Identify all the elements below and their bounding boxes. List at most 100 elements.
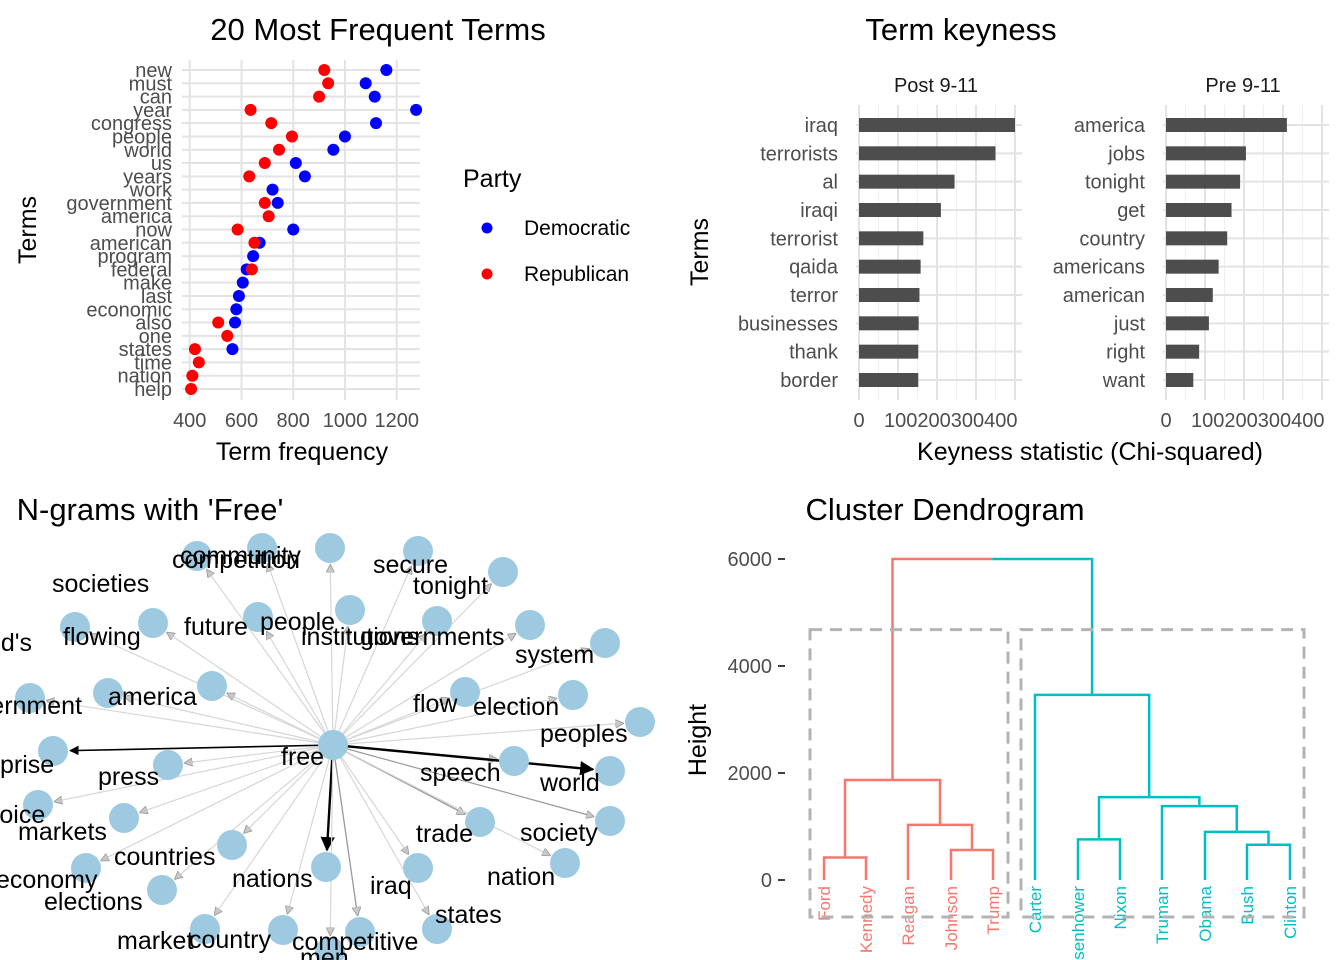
keyness-term-iraqi: iraqi <box>800 200 838 222</box>
edge-free-market <box>215 744 334 915</box>
y-tick-4000: 4000 <box>728 656 773 678</box>
keyness-chart: Term keyness Post 9-11 iraq terrorists al ir… <box>686 12 1329 466</box>
term-label-must: must <box>129 73 173 95</box>
node-flow <box>450 677 480 707</box>
frequent-terms-chart: 20 Most Frequent Terms newmustcanyearcon… <box>14 12 630 466</box>
edge-free-societies <box>207 570 334 746</box>
bar-pre-9-11-america <box>1166 118 1287 132</box>
point-republican-now <box>231 223 244 236</box>
dendrogram-title: Cluster Dendrogram <box>805 492 1084 527</box>
cluster-rect-2 <box>1019 628 1306 919</box>
leaf-label-kennedy: Kennedy <box>857 886 876 954</box>
node-label-flow: flow <box>413 690 458 718</box>
bar-pre-9-11-american <box>1166 288 1213 302</box>
point-democratic-program <box>247 250 260 263</box>
bar-pre-9-11-country <box>1166 231 1228 246</box>
bar-pre-9-11-jobs <box>1166 146 1246 161</box>
point-republican-congress <box>265 117 278 130</box>
keyness-term-get: get <box>1117 200 1145 222</box>
bar-post-9-11-iraqi <box>859 203 941 217</box>
edge-free-press <box>185 744 334 763</box>
node-label-men: men <box>300 944 349 960</box>
edge-free-community <box>330 565 333 746</box>
edge-free-elections <box>175 744 334 879</box>
point-democratic-make <box>236 276 249 289</box>
point-republican-people <box>285 130 298 143</box>
term-label-america: america <box>101 206 173 228</box>
node-peoples <box>625 707 655 737</box>
legend-key-republican <box>481 268 493 280</box>
x-tick-600: 600 <box>225 410 258 432</box>
point-republican-us <box>258 157 271 170</box>
point-republican-time <box>192 356 205 369</box>
term-label-economic: economic <box>86 299 172 321</box>
dendro-link-10-right <box>992 557 1094 695</box>
node-system <box>590 628 620 658</box>
point-republican-help <box>185 383 198 395</box>
node-future <box>243 602 273 632</box>
node-label-secure: secure <box>373 551 448 579</box>
term-label-nation: nation <box>118 366 173 388</box>
keyness-term-businesses: businesses <box>738 313 838 335</box>
keyness-term-border: border <box>780 370 838 392</box>
node-label-states: states <box>435 901 502 929</box>
edge-free-countries <box>244 744 334 833</box>
term-label-also: also <box>135 313 172 335</box>
node-government <box>15 683 45 713</box>
point-democratic-must <box>359 77 372 90</box>
node-flowing <box>138 608 168 638</box>
edge-free-iraq <box>332 744 408 854</box>
edge-free-institutions <box>332 634 426 746</box>
point-democratic-also <box>229 316 242 329</box>
dendrogram-y-axis-label: Height <box>684 704 712 776</box>
node-nation <box>550 848 580 878</box>
edge-free-economy <box>101 744 334 860</box>
point-republican-years <box>243 170 256 183</box>
node-press <box>153 750 183 780</box>
term-label-one: one <box>139 326 172 348</box>
node-world <box>595 756 625 786</box>
node-label-future: future <box>184 613 248 641</box>
node-enterprise <box>38 736 68 766</box>
term-label-work: work <box>129 180 173 202</box>
term-label-can: can <box>140 87 172 109</box>
node-community <box>315 533 345 563</box>
node-secure <box>403 536 433 566</box>
keyness-term-jobs: jobs <box>1107 143 1145 165</box>
edge-free-choice <box>55 744 334 802</box>
edge-free-america <box>125 697 334 746</box>
keyness-x-tick-rest-0: 100200300400 <box>884 410 1017 432</box>
node-label-nation: nation <box>487 863 555 891</box>
bar-post-9-11-terrorist <box>859 231 924 246</box>
keyness-term-americans: americans <box>1053 257 1145 279</box>
point-republican-can <box>313 90 326 103</box>
term-label-government: government <box>66 193 172 215</box>
keyness-y-axis-label: Terms <box>686 218 714 286</box>
node-label-people: people <box>260 608 335 636</box>
term-label-american: american <box>90 233 172 255</box>
node-people <box>335 595 365 625</box>
leaf-label-bush: Bush <box>1238 886 1257 925</box>
dendro-link-5 <box>1203 830 1270 880</box>
node-societies <box>182 541 212 571</box>
edge-free-flowing <box>167 633 334 746</box>
point-democratic-can <box>368 90 381 103</box>
edge-free-government <box>47 701 334 746</box>
point-republican-world <box>273 143 286 156</box>
bar-post-9-11-terror <box>859 288 920 302</box>
point-democratic-us <box>289 157 302 170</box>
point-republican-government <box>258 196 271 209</box>
node-markets <box>109 803 139 833</box>
edge-free-unnamed <box>227 693 334 746</box>
keyness-x-axis-label: Keyness statistic (Chi-squared) <box>917 438 1263 466</box>
keyness-term-iraq: iraq <box>805 115 838 137</box>
keyness-panel-post-9-11: Post 9-11 iraq terrorists al iraqi terrorist q… <box>738 75 1022 432</box>
dendro-link-9 <box>1033 693 1151 880</box>
keyness-term-right: right <box>1106 342 1145 364</box>
leaf-label-eisenhower: Eisenhower <box>1069 886 1088 960</box>
node-label-elections: elections <box>44 888 143 916</box>
term-label-new: new <box>135 60 172 82</box>
term-label-world: world <box>123 140 172 162</box>
node-countries <box>217 830 247 860</box>
